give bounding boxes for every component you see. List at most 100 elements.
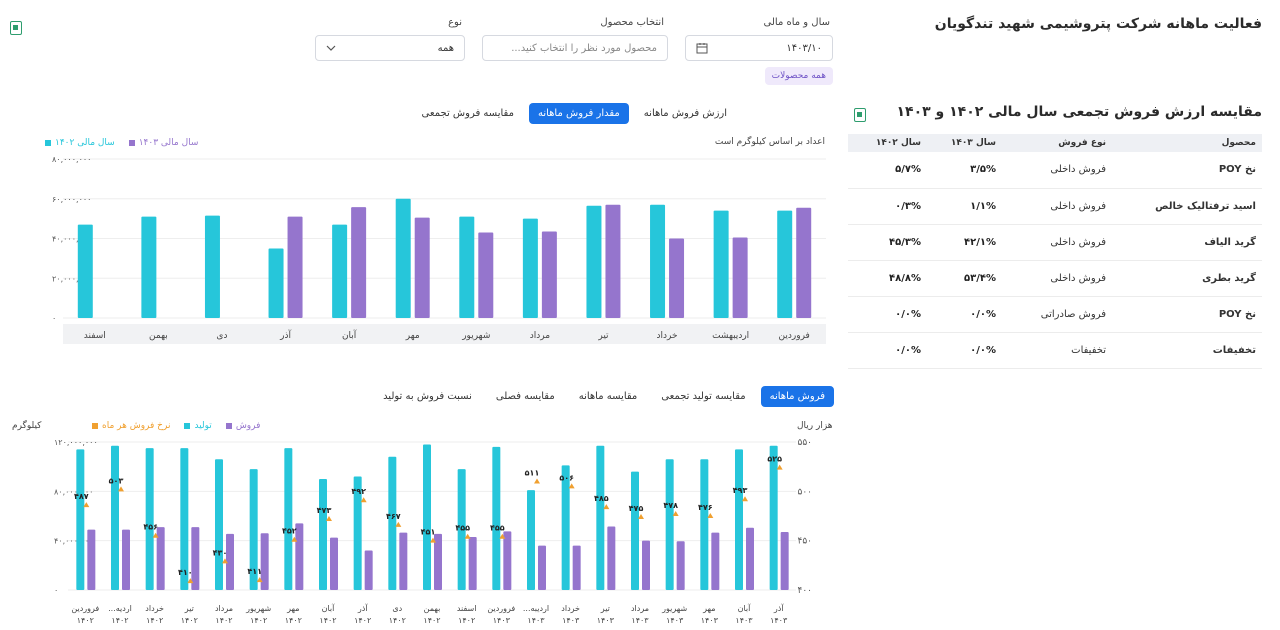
- x-tick-label: مرداد: [631, 604, 649, 613]
- x-tick-label-year: ۱۴۰۲: [181, 616, 198, 625]
- x-tick-label-year: ۱۴۰۳: [735, 616, 753, 625]
- period-field[interactable]: ۱۴۰۳/۱۰: [685, 35, 833, 61]
- legend-1402: سال مالی ۱۴۰۲: [45, 138, 115, 148]
- tab-cumulative-sales[interactable]: مقایسه فروش تجمعی: [421, 108, 514, 119]
- rate-label: ۴۵۵: [455, 524, 470, 533]
- bar-production: [665, 459, 674, 590]
- side-panel-title: مقایسه ارزش فروش تجمعی سال مالی ۱۴۰۲ و ۱…: [896, 104, 1262, 120]
- tab-monthly-comparison[interactable]: مقایسه ماهانه: [578, 391, 638, 402]
- x-tick-label-year: ۱۴۰۲: [423, 616, 440, 625]
- type-select[interactable]: همه: [315, 35, 465, 61]
- rate-marker: [707, 513, 714, 519]
- bar-production: [353, 476, 362, 590]
- y-tick-label: ۲۰,۰۰۰,۰۰۰: [52, 274, 91, 283]
- x-tick-label: خرداد: [657, 331, 678, 341]
- tab-monthly-sales-quantity[interactable]: مقدار فروش ماهانه: [528, 103, 629, 124]
- calendar-icon: [696, 43, 708, 54]
- bar-production: [527, 490, 535, 590]
- all-products-chip[interactable]: همه محصولات: [764, 67, 833, 85]
- tab-seasonal-comparison[interactable]: مقایسه فصلی: [495, 391, 555, 402]
- y-tick-label: ۴۰,۰۰۰,۰۰۰: [52, 235, 91, 244]
- y-tick-label: ۰: [52, 314, 56, 323]
- excel-export-icon[interactable]: [10, 21, 22, 35]
- bar-sales: [260, 533, 269, 590]
- x-tick-label-year: ۱۴۰۳: [562, 616, 580, 625]
- x-tick-label: مهر: [405, 331, 420, 341]
- bar-production: [388, 456, 397, 590]
- x-tick-label: بهمن: [424, 604, 441, 613]
- bar-sales: [468, 536, 477, 590]
- rate-marker: [534, 478, 540, 484]
- cell-sale-type: فروش داخلی: [1002, 224, 1112, 261]
- tab-monthly-sales-value[interactable]: ارزش فروش ماهانه: [643, 108, 727, 119]
- rate-marker: [568, 483, 575, 489]
- rate-label: ۴۸۵: [594, 494, 609, 503]
- bar-production: [145, 448, 154, 590]
- x-tick-label: فروردین: [487, 604, 515, 613]
- x-tick-label-year: ۱۴۰۲: [354, 616, 371, 625]
- legend-rate: نرخ فروش هر ماه: [92, 421, 170, 431]
- legend-rate-label: نرخ فروش هر ماه: [102, 421, 171, 431]
- bar-sales: [607, 526, 616, 590]
- left-y-tick-label: ۱۲۰,۰۰۰,۰۰۰: [54, 438, 98, 447]
- side-excel-export-icon[interactable]: [854, 108, 866, 122]
- period-value: ۱۴۰۳/۱۰: [786, 42, 822, 54]
- tab-cumulative-production[interactable]: مقایسه تولید تجمعی: [661, 391, 746, 402]
- bar-production: [76, 449, 85, 590]
- rate-marker: [464, 533, 471, 539]
- bar-1402: [713, 210, 729, 318]
- bar-production: [631, 471, 639, 590]
- rate-label: ۴۱۰: [178, 568, 193, 577]
- monthly-sales-quantity-chart: ۰ ۲۰,۰۰۰,۰۰۰ ۴۰,۰۰۰,۰۰۰ ۶۰,۰۰۰,۰۰۰ ۸۰,۰۰۰,۰۰…: [52, 155, 826, 344]
- right-axis-unit: هزار ریال: [797, 421, 833, 431]
- bar-1403: [732, 237, 748, 318]
- x-tick-label: تیر: [600, 604, 610, 613]
- right-y-tick-label: ۵۵۰: [797, 438, 812, 448]
- cell-sale-type: فروش داخلی: [1002, 152, 1112, 189]
- rate-marker: [291, 536, 298, 542]
- rate-marker: [360, 497, 367, 503]
- x-tick-label-year: ۱۴۰۲: [250, 616, 267, 625]
- table-row: گرید بطری فروش داخلی ۵۳/۴% ۴۸/۸%: [848, 260, 1262, 297]
- x-tick-label: شهریور: [661, 604, 687, 613]
- cell-1403: ۰/۰%: [927, 332, 1002, 369]
- bar-sales: [676, 541, 685, 590]
- rate-label: ۵۱۱: [525, 468, 540, 477]
- x-tick-label: مرداد: [215, 604, 233, 613]
- bar-sales: [364, 550, 373, 590]
- x-tick-label-year: ۱۴۰۲: [215, 616, 232, 625]
- bar-sales: [330, 537, 338, 590]
- bar-1403: [796, 207, 812, 318]
- cell-1402: ۰/۳%: [848, 188, 927, 225]
- bar-sales: [711, 532, 720, 590]
- rate-label: ۴۹۳: [733, 486, 748, 495]
- x-tick-label-year: ۱۴۰۲: [458, 616, 475, 625]
- cell-1402: ۴۵/۳%: [848, 224, 927, 261]
- tab-monthly-sales[interactable]: فروش ماهانه: [760, 386, 834, 407]
- legend-sales: فروش: [225, 421, 260, 431]
- bar-1403: [414, 217, 430, 318]
- x-tick-label: فروردین: [779, 331, 810, 341]
- x-tick-label: مرداد: [530, 331, 550, 341]
- rate-label: ۴۳۰: [213, 548, 228, 557]
- cell-1403: ۱/۱%: [927, 188, 1002, 225]
- bar-production: [180, 448, 189, 590]
- x-tick-label-year: ۱۴۰۳: [631, 616, 649, 625]
- cell-1402: ۴۸/۸%: [848, 260, 927, 297]
- rate-marker: [256, 577, 263, 583]
- x-tick-label-year: ۱۴۰۲: [146, 616, 163, 625]
- x-tick-label: اردیه...: [108, 604, 132, 613]
- bar-production: [596, 445, 605, 590]
- left-y-tick-label: ۰: [54, 586, 58, 595]
- bar-production: [735, 449, 743, 590]
- x-tick-label: مهر: [702, 604, 715, 613]
- cell-1403: ۰/۰%: [927, 296, 1002, 333]
- product-label: انتخاب محصول: [600, 17, 664, 28]
- product-select[interactable]: محصول مورد نظر را انتخاب کنید...: [482, 35, 668, 61]
- x-tick-label-year: ۱۴۰۳: [770, 616, 788, 625]
- tab-sales-to-production[interactable]: نسبت فروش به تولید: [383, 391, 472, 402]
- bar-1403: [541, 231, 557, 318]
- bar-sales: [572, 545, 581, 590]
- bar-1403: [669, 238, 685, 318]
- bar-1402: [332, 224, 348, 318]
